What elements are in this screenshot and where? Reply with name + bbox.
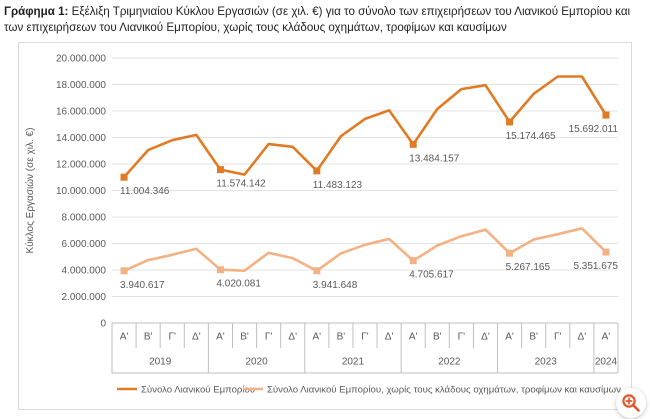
x-tick-label-quarter: Β' xyxy=(529,332,538,343)
x-tick-label-quarter: Δ' xyxy=(288,332,297,343)
category-axis: Α' Β' Γ' Δ' Α' Β' Γ' Δ' Α' Β' Γ' Δ' Α' Β' Γ' Δ' Α' Β' Γ' Δ'… xyxy=(111,322,619,374)
chart-frame: 0 2.000.000 4.000.000 6.000.000 8.000.000 10.… xyxy=(18,42,632,410)
x-tick-label-quarter: Γ' xyxy=(361,332,369,343)
y-tick-label: 0 xyxy=(100,319,106,330)
x-tick-label-quarter: Δ' xyxy=(481,332,490,343)
data-point-marker xyxy=(216,266,224,274)
data-label: 5.351.675 xyxy=(573,261,618,272)
data-point-marker xyxy=(602,111,610,119)
x-tick-label-year: 2019 xyxy=(149,357,172,368)
x-tick-label-year: 2024 xyxy=(595,357,618,368)
x-tick-label-quarter: Δ' xyxy=(578,332,587,343)
data-point-marker xyxy=(506,118,514,126)
x-tick-label-quarter: Α' xyxy=(313,332,322,343)
y-tick-label: 2.000.000 xyxy=(62,292,107,303)
line-chart: 0 2.000.000 4.000.000 6.000.000 8.000.000 10.… xyxy=(24,54,621,396)
figure-caption-label: Γράφημα 1: xyxy=(4,5,69,18)
legend-item: Σύνολο Λιανικού Εμπορίου, χωρίς τους κλά… xyxy=(243,385,621,396)
data-label: 3.941.648 xyxy=(313,280,358,291)
y-tick-label: 10.000.000 xyxy=(56,186,106,197)
y-tick-label: 16.000.000 xyxy=(56,107,106,118)
series-line xyxy=(122,227,608,273)
x-tick-label-year: 2022 xyxy=(438,357,461,368)
gridlines xyxy=(112,57,618,297)
x-tick-label-quarter: Γ' xyxy=(554,332,562,343)
x-tick-label-quarter: Α' xyxy=(216,332,225,343)
x-tick-label-year: 2023 xyxy=(535,357,558,368)
x-tick-label-quarter: Β' xyxy=(240,332,249,343)
x-tick-label-quarter: Γ' xyxy=(265,332,273,343)
zoom-button[interactable] xyxy=(616,388,646,418)
x-tick-label-quarter: Α' xyxy=(409,332,418,343)
figure-caption: Γράφημα 1: Εξέλιξη Τριμηνιαίου Κύκλου Ερ… xyxy=(4,4,634,36)
data-point-marker xyxy=(313,267,321,275)
data-point-marker xyxy=(313,167,321,175)
x-tick-label-quarter: Γ' xyxy=(458,332,466,343)
x-tick-label-quarter: Δ' xyxy=(385,332,394,343)
series-2: 3.940.617 4.020.081 3.941.648 4.705.617 5.26… xyxy=(120,227,618,291)
data-label: 13.484.157 xyxy=(409,153,459,164)
x-tick-label-quarter: Β' xyxy=(337,332,346,343)
data-label: 11.574.142 xyxy=(216,179,266,190)
data-label: 4.705.617 xyxy=(409,270,454,281)
series-line xyxy=(122,75,608,179)
data-label: 11.483.123 xyxy=(313,180,363,191)
x-tick-label-year: 2020 xyxy=(245,357,268,368)
x-tick-label-quarter: Γ' xyxy=(169,332,177,343)
x-tick-label-quarter: Α' xyxy=(120,332,129,343)
data-point-marker xyxy=(216,166,224,174)
y-tick-label: 6.000.000 xyxy=(62,239,107,250)
y-axis-tick-labels: 0 2.000.000 4.000.000 6.000.000 8.000.000 10.… xyxy=(56,54,107,330)
legend-label: Σύνολο Λιανικού Εμπορίου xyxy=(141,385,255,396)
data-point-marker xyxy=(409,257,417,265)
series-1: 11.004.346 11.574.142 11.483.123 13.484.157… xyxy=(120,75,619,197)
data-point-marker xyxy=(506,249,514,257)
data-point-marker xyxy=(602,248,610,256)
y-tick-label: 4.000.000 xyxy=(62,266,107,277)
y-tick-label: 18.000.000 xyxy=(56,80,106,91)
y-tick-label: 20.000.000 xyxy=(56,54,106,65)
legend-item: Σύνολο Λιανικού Εμπορίου xyxy=(117,385,255,396)
data-label: 15.692.011 xyxy=(569,124,619,135)
x-tick-label-year: 2021 xyxy=(342,357,365,368)
x-tick-label-quarter: Δ' xyxy=(192,332,201,343)
x-tick-label-quarter: Α' xyxy=(505,332,514,343)
zoom-in-icon xyxy=(622,394,640,412)
data-point-marker xyxy=(120,173,128,181)
y-tick-label: 12.000.000 xyxy=(56,160,106,171)
x-tick-label-quarter: Β' xyxy=(433,332,442,343)
y-tick-label: 8.000.000 xyxy=(62,213,107,224)
legend-label: Σύνολο Λιανικού Εμπορίου, χωρίς τους κλά… xyxy=(267,385,621,396)
y-axis-title: Κύκλος Εργασιών (σε χιλ. €) xyxy=(24,128,36,254)
data-point-marker xyxy=(409,140,417,148)
data-label: 15.174.465 xyxy=(506,131,556,142)
figure-caption-text: Εξέλιξη Τριμηνιαίου Κύκλου Εργασιών (σε … xyxy=(4,5,631,34)
data-label: 11.004.346 xyxy=(120,186,170,197)
data-label: 5.267.165 xyxy=(506,262,551,273)
data-point-marker xyxy=(120,267,128,275)
legend: Σύνολο Λιανικού Εμπορίου Σύνολο Λιανικού … xyxy=(117,385,621,396)
data-label: 4.020.081 xyxy=(216,279,261,290)
y-tick-label: 14.000.000 xyxy=(56,133,106,144)
x-tick-label-quarter: Β' xyxy=(144,332,153,343)
x-tick-label-quarter: Α' xyxy=(602,332,611,343)
data-label: 3.940.617 xyxy=(120,280,165,291)
